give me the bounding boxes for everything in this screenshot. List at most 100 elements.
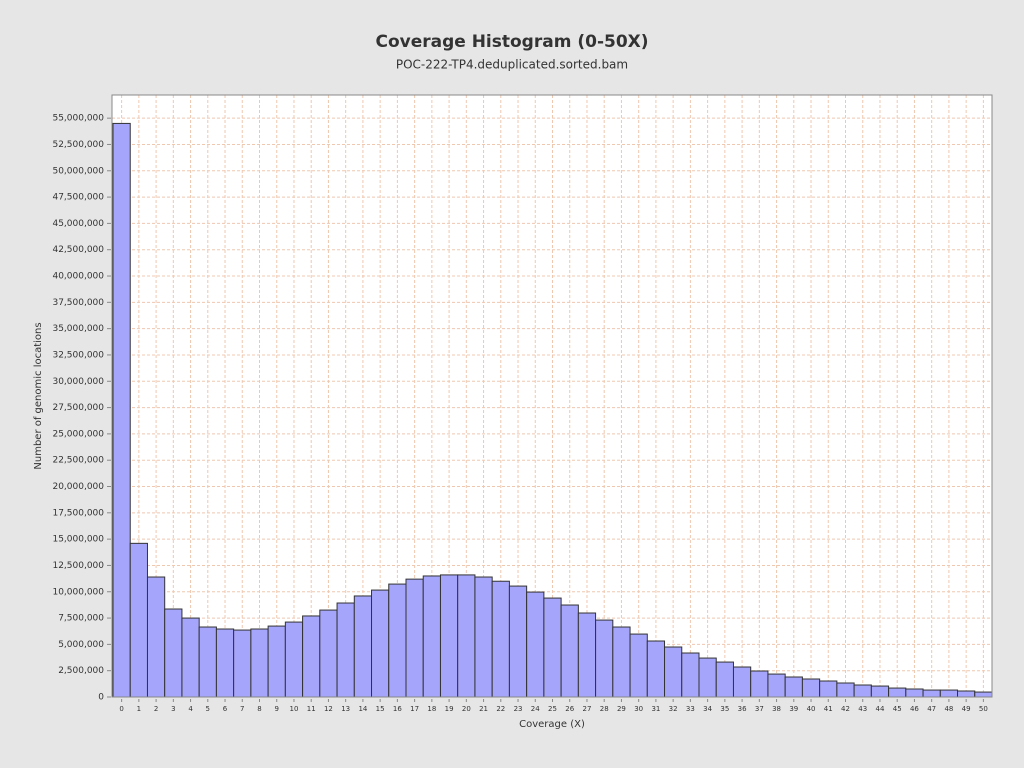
bar	[233, 629, 252, 698]
bar	[784, 676, 803, 698]
y-tick-label: 52,500,000	[52, 140, 104, 150]
x-tick-label: 37	[755, 705, 764, 713]
x-tick-label: 12	[324, 705, 333, 713]
x-tick-label: 19	[445, 705, 454, 713]
x-tick-label: 9	[275, 705, 279, 713]
x-tick-label: 3	[171, 705, 175, 713]
x-tick-label: 7	[240, 705, 244, 713]
bar	[974, 691, 993, 698]
bar	[371, 589, 390, 698]
x-tick-label: 18	[427, 705, 436, 713]
chart-title: Coverage Histogram (0-50X)	[375, 32, 648, 52]
bar	[750, 670, 769, 698]
y-tick-label: 30,000,000	[52, 377, 104, 387]
x-tick-label: 44	[876, 705, 885, 713]
x-tick-label: 6	[223, 705, 228, 713]
y-tick-label: 10,000,000	[52, 587, 104, 597]
x-tick-label: 49	[962, 705, 971, 713]
x-tick-label: 31	[651, 705, 660, 713]
x-tick-label: 38	[772, 705, 781, 713]
bar	[870, 685, 890, 698]
x-tick-label: 35	[720, 705, 729, 713]
x-tick-label: 13	[341, 705, 350, 713]
x-tick-label: 16	[393, 705, 402, 713]
x-tick-label: 22	[496, 705, 505, 713]
plot-border	[111, 94, 993, 698]
bar	[422, 575, 441, 698]
y-tick-label: 32,500,000	[52, 350, 104, 360]
bar	[612, 626, 631, 698]
y-tick-label: 0	[98, 693, 104, 703]
bar	[388, 583, 407, 698]
bar	[526, 591, 545, 698]
y-tick-label: 45,000,000	[52, 219, 104, 229]
bar	[939, 689, 959, 698]
bar	[405, 578, 424, 698]
bar	[457, 574, 476, 698]
y-tick-label: 17,500,000	[52, 508, 104, 518]
bar	[164, 608, 183, 698]
x-tick-label: 32	[669, 705, 678, 713]
y-tick-label: 47,500,000	[52, 193, 104, 203]
bar	[664, 646, 683, 698]
x-tick-label: 10	[290, 705, 299, 713]
x-tick-label: 20	[462, 705, 471, 713]
x-tick-label: 26	[565, 705, 574, 713]
bar	[801, 678, 821, 698]
x-tick-label: 28	[600, 705, 609, 713]
bar	[681, 652, 700, 698]
bar	[336, 602, 355, 698]
x-tick-label: 47	[927, 705, 936, 713]
x-tick-label: 33	[686, 705, 695, 713]
y-tick-label: 7,500,000	[58, 614, 104, 624]
y-tick-label: 15,000,000	[52, 535, 104, 545]
bar	[767, 673, 786, 698]
bar	[836, 682, 855, 698]
x-tick-label: 1	[137, 705, 141, 713]
y-tick-label: 27,500,000	[52, 403, 104, 413]
bar	[319, 609, 338, 698]
bar	[353, 595, 373, 698]
y-tick-label: 22,500,000	[52, 456, 104, 466]
y-tick-label: 35,000,000	[52, 324, 104, 334]
y-tick-label: 2,500,000	[58, 666, 104, 676]
x-tick-label: 40	[807, 705, 816, 713]
bars	[112, 122, 993, 698]
bar	[819, 680, 838, 698]
bar	[198, 626, 217, 698]
y-tick-label: 37,500,000	[52, 298, 104, 308]
bar	[146, 576, 166, 698]
y-tick-label: 5,000,000	[58, 640, 104, 650]
x-tick-label: 4	[188, 705, 193, 713]
bar	[595, 619, 614, 698]
x-tick-label: 41	[824, 705, 833, 713]
y-tick-label: 12,500,000	[52, 561, 104, 571]
bar	[491, 580, 510, 698]
x-tick-label: 24	[531, 705, 540, 713]
bar	[732, 666, 752, 698]
bar	[577, 612, 597, 698]
x-tick-label: 43	[858, 705, 867, 713]
bar	[698, 657, 717, 698]
bar	[543, 597, 562, 698]
bar	[922, 689, 941, 698]
x-tick-label: 23	[514, 705, 523, 713]
x-tick-label: 14	[358, 705, 367, 713]
x-tick-label: 42	[841, 705, 850, 713]
y-tick-label: 25,000,000	[52, 429, 104, 439]
x-tick-label: 29	[617, 705, 626, 713]
bar	[284, 621, 304, 698]
y-tick-label: 55,000,000	[52, 114, 104, 124]
x-tick-label: 21	[479, 705, 488, 713]
x-tick-label: 39	[789, 705, 798, 713]
x-tick-label: 8	[257, 705, 261, 713]
chart-subtitle: POC-222-TP4.deduplicated.sorted.bam	[396, 58, 628, 72]
bar	[646, 640, 666, 698]
x-tick-label: 50	[979, 705, 988, 713]
bar	[957, 690, 976, 698]
x-tick-label: 2	[154, 705, 158, 713]
bar	[215, 628, 235, 698]
x-tick-label: 34	[703, 705, 712, 713]
